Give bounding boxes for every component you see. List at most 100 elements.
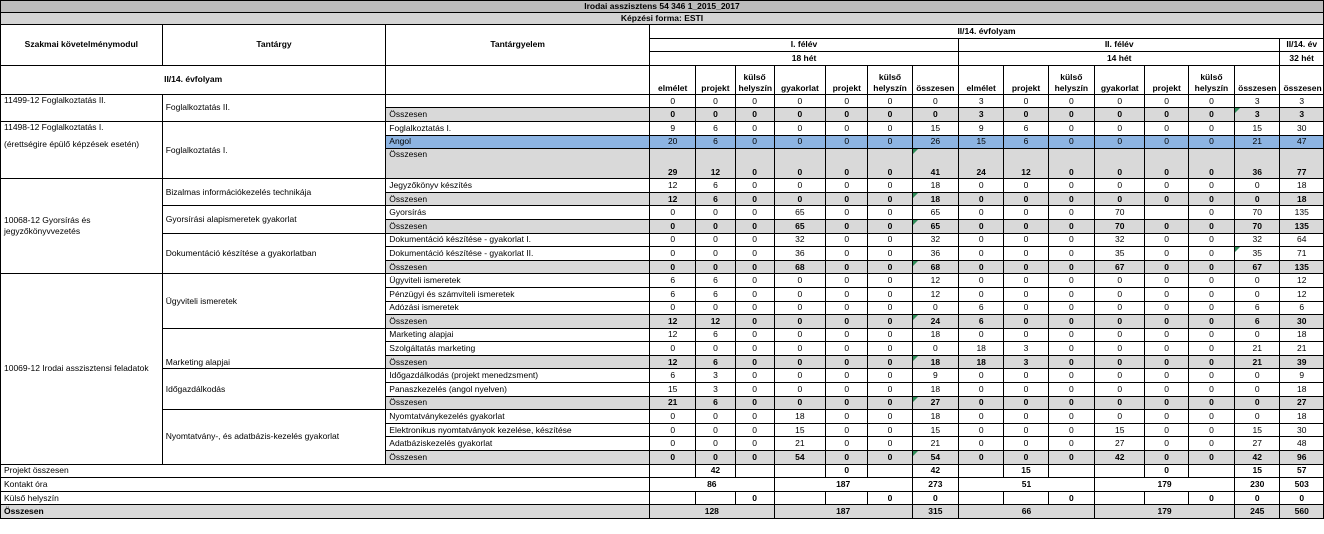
value-cell: 67 bbox=[1094, 259, 1146, 275]
table-row: Összesen 21 6 0 0 0 0 27 0 0 0 0 0 0 0 27 bbox=[1, 395, 1324, 411]
value-cell: 12 bbox=[648, 314, 697, 329]
value-cell: 3 bbox=[1003, 354, 1049, 370]
value-cell: 0 bbox=[867, 409, 913, 424]
footer-row: Összesen 128 187 315 66 179 245 560 bbox=[0, 504, 1324, 519]
value-cell: 0 bbox=[695, 436, 736, 452]
value-cell: 0 bbox=[695, 218, 736, 234]
value-cell: 0 bbox=[773, 327, 827, 343]
table-row: Dokumentáció készítése a gyakorlatban Dok… bbox=[1, 232, 1324, 275]
value-cell: 3 bbox=[695, 368, 736, 384]
value-cell: 0 bbox=[867, 178, 913, 193]
value-cell: 12 bbox=[1279, 286, 1324, 302]
value-cell: 68 bbox=[773, 259, 827, 275]
value-cell: 0 bbox=[825, 205, 869, 220]
value-cell: 9 bbox=[648, 120, 697, 136]
value-cell: 71 bbox=[1279, 246, 1324, 261]
value-cell: 18 bbox=[958, 354, 1005, 370]
table-row: Elektronikus nyomtatványok kezelése, kés… bbox=[1, 422, 1324, 438]
value-cell: 21 bbox=[1279, 341, 1324, 356]
col-header: elmélet bbox=[958, 64, 1005, 95]
value-cell: 9 bbox=[958, 120, 1005, 136]
value-cell: 39 bbox=[1279, 354, 1324, 370]
col-header: gyakorlat bbox=[773, 64, 827, 95]
value-cell: 0 bbox=[867, 232, 913, 248]
footer-value: 179 bbox=[1094, 477, 1236, 492]
value-cell: 0 bbox=[1144, 300, 1189, 316]
subject-cell: Marketing alapjai bbox=[161, 327, 387, 370]
subject-element: Adózási ismeretek bbox=[385, 300, 650, 316]
value-cell: 0 bbox=[1003, 178, 1049, 193]
footer-label: Összesen bbox=[0, 504, 650, 519]
value-cell: 21 bbox=[911, 436, 960, 452]
value-cell: 68 bbox=[911, 259, 960, 275]
value-cell: 65 bbox=[911, 218, 960, 234]
value-cell: 3 bbox=[1234, 93, 1281, 109]
value-cell: 0 bbox=[1234, 178, 1281, 193]
value-cell: 0 bbox=[773, 273, 827, 288]
value-cell: 15 bbox=[648, 382, 697, 397]
value-cell: 0 bbox=[1047, 286, 1096, 302]
value-cell: 0 bbox=[958, 286, 1005, 302]
value-cell: 0 bbox=[867, 368, 913, 384]
value-cell: 0 bbox=[958, 409, 1005, 424]
col-header: elmélet bbox=[648, 64, 697, 95]
value-cell: 12 bbox=[695, 148, 736, 180]
value-cell: 0 bbox=[1187, 354, 1236, 370]
value-cell: 15 bbox=[958, 134, 1005, 150]
value-cell: 0 bbox=[1144, 395, 1189, 411]
value-cell: 3 bbox=[1003, 341, 1049, 356]
value-cell: 0 bbox=[1003, 232, 1049, 248]
value-cell: 0 bbox=[1144, 286, 1189, 302]
row-total-label: Összesen bbox=[385, 395, 650, 411]
value-cell: 0 bbox=[825, 382, 869, 397]
value-cell: 12 bbox=[648, 354, 697, 370]
value-cell: 0 bbox=[1187, 436, 1236, 452]
value-cell: 0 bbox=[648, 341, 697, 356]
value-cell: 0 bbox=[734, 354, 775, 370]
value-cell: 6 bbox=[695, 191, 736, 207]
value-cell: 0 bbox=[1047, 409, 1096, 424]
value-cell: 0 bbox=[773, 300, 827, 316]
value-cell: 0 bbox=[734, 134, 775, 150]
value-cell: 0 bbox=[1187, 327, 1236, 343]
footer-value bbox=[1047, 463, 1096, 479]
table-row: 10069-12 Irodai asszisztensi feladatok Üg… bbox=[0, 273, 1324, 465]
value-cell: 0 bbox=[734, 120, 775, 136]
value-cell: 0 bbox=[1047, 327, 1096, 343]
footer-value: 0 bbox=[1234, 490, 1281, 506]
value-cell: 3 bbox=[1279, 93, 1324, 109]
footer-value bbox=[1187, 463, 1236, 479]
value-cell: 0 bbox=[1047, 93, 1096, 109]
value-cell: 15 bbox=[911, 422, 960, 438]
value-cell: 0 bbox=[1003, 191, 1049, 207]
value-cell: 0 bbox=[1144, 273, 1189, 288]
value-cell: 0 bbox=[867, 354, 913, 370]
value-cell: 24 bbox=[911, 314, 960, 329]
value-cell: 0 bbox=[1094, 286, 1146, 302]
value-cell: 18 bbox=[773, 409, 827, 424]
value-cell: 0 bbox=[773, 191, 827, 207]
value-cell: 0 bbox=[911, 300, 960, 316]
value-cell: 0 bbox=[773, 134, 827, 150]
value-cell: 0 bbox=[1094, 93, 1146, 109]
value-cell: 35 bbox=[1234, 246, 1281, 261]
value-cell: 0 bbox=[648, 300, 697, 316]
value-cell: 0 bbox=[867, 93, 913, 109]
col-header: projekt bbox=[1144, 64, 1189, 95]
value-cell: 6 bbox=[1234, 314, 1281, 329]
table-row: Összesen 29 12 0 0 0 0 41 24 12 0 0 0 0 36 77 bbox=[1, 148, 1324, 180]
value-cell: 0 bbox=[867, 382, 913, 397]
value-cell: 48 bbox=[1279, 436, 1324, 452]
value-cell: 0 bbox=[1003, 246, 1049, 261]
value-cell: 36 bbox=[1234, 148, 1281, 180]
footer-value: 66 bbox=[958, 504, 1096, 519]
value-cell: 0 bbox=[1047, 395, 1096, 411]
value-cell: 0 bbox=[1047, 148, 1096, 180]
value-cell: 27 bbox=[1279, 395, 1324, 411]
value-cell: 0 bbox=[825, 120, 869, 136]
value-cell: 6 bbox=[1279, 300, 1324, 316]
value-cell: 0 bbox=[734, 450, 775, 465]
value-cell: 0 bbox=[734, 205, 775, 220]
value-cell: 0 bbox=[1144, 409, 1189, 424]
value-cell: 0 bbox=[1187, 300, 1236, 316]
